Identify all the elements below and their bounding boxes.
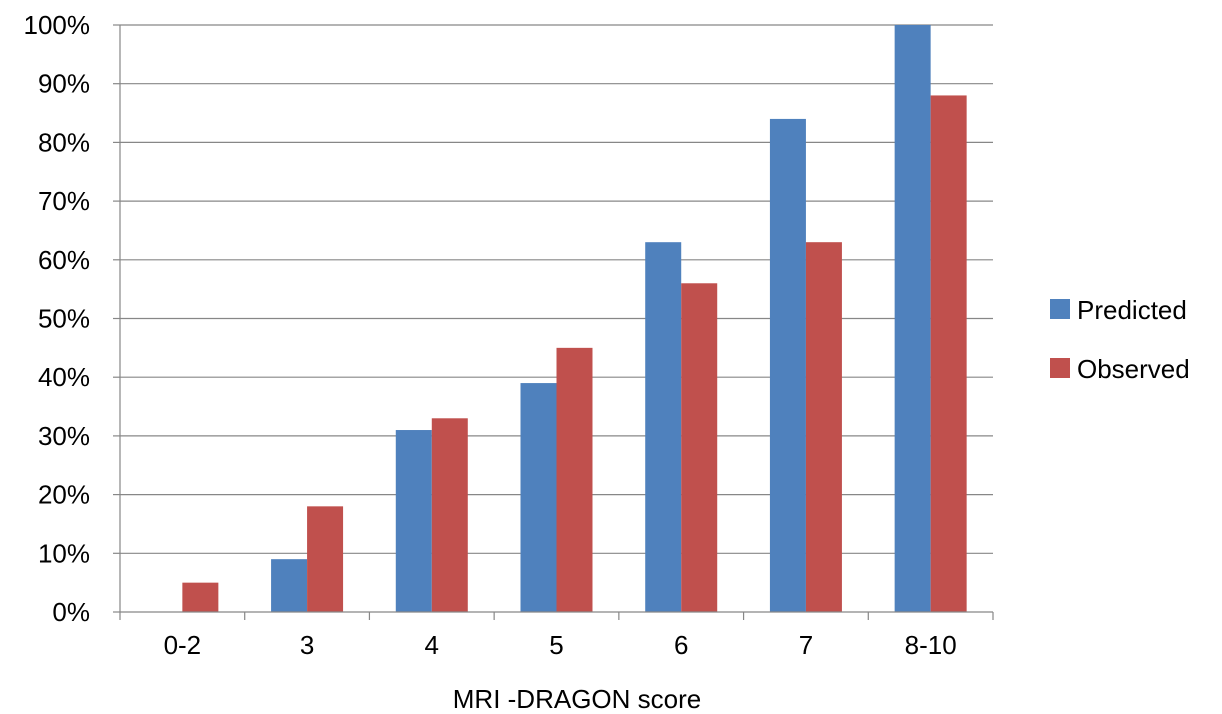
bar-observed-7 <box>805 242 842 612</box>
gridlines <box>120 24 993 554</box>
legend-label-observed: Observed <box>1077 354 1190 384</box>
bar-predicted-5 <box>520 383 557 612</box>
y-tick-labels: 0% 10% 20% 30% 40% 50% 60% 70% 80% 90% 100% <box>24 10 91 627</box>
bar-observed-3 <box>307 506 344 612</box>
y-tick-label: 60% <box>38 245 90 275</box>
x-tick-label: 0-2 <box>164 630 202 660</box>
y-tick-label: 20% <box>38 480 90 510</box>
bar-observed-4 <box>431 418 468 612</box>
bar-predicted-6 <box>645 242 682 612</box>
bar-observed-0-2 <box>182 582 219 612</box>
bar-observed-6 <box>681 283 718 612</box>
y-tick-label: 80% <box>38 127 90 157</box>
bars <box>182 25 967 613</box>
x-tick-label: 4 <box>425 630 439 660</box>
y-tick-label: 50% <box>38 304 90 334</box>
x-tick-label: 8-10 <box>905 630 957 660</box>
legend-label-predicted: Predicted <box>1077 295 1187 325</box>
y-tick-label: 40% <box>38 362 90 392</box>
legend-swatch-predicted <box>1050 299 1070 319</box>
x-tick-label: 6 <box>674 630 688 660</box>
axes <box>113 24 994 620</box>
y-tick-label: 30% <box>38 421 90 451</box>
x-tick-label: 5 <box>549 630 563 660</box>
y-tick-label: 0% <box>52 597 90 627</box>
bar-predicted-7 <box>769 118 806 613</box>
x-tick-labels: 0-2 3 4 5 6 7 8-10 <box>164 630 957 660</box>
y-tick-label: 90% <box>38 69 90 99</box>
bar-predicted-3 <box>271 559 308 612</box>
bar-predicted-8-10 <box>894 25 931 612</box>
y-tick-label: 100% <box>24 10 91 40</box>
y-tick-label: 10% <box>38 538 90 568</box>
legend-swatch-observed <box>1050 358 1070 378</box>
bar-observed-8-10 <box>930 95 967 612</box>
bar-observed-5 <box>556 347 593 612</box>
x-tick-label: 3 <box>300 630 314 660</box>
x-axis-title: MRI -DRAGON score <box>453 684 701 714</box>
y-tick-label: 70% <box>38 186 90 216</box>
x-tick-label: 7 <box>799 630 813 660</box>
legend: Predicted Observed <box>1050 295 1190 384</box>
bar-predicted-4 <box>395 430 432 612</box>
